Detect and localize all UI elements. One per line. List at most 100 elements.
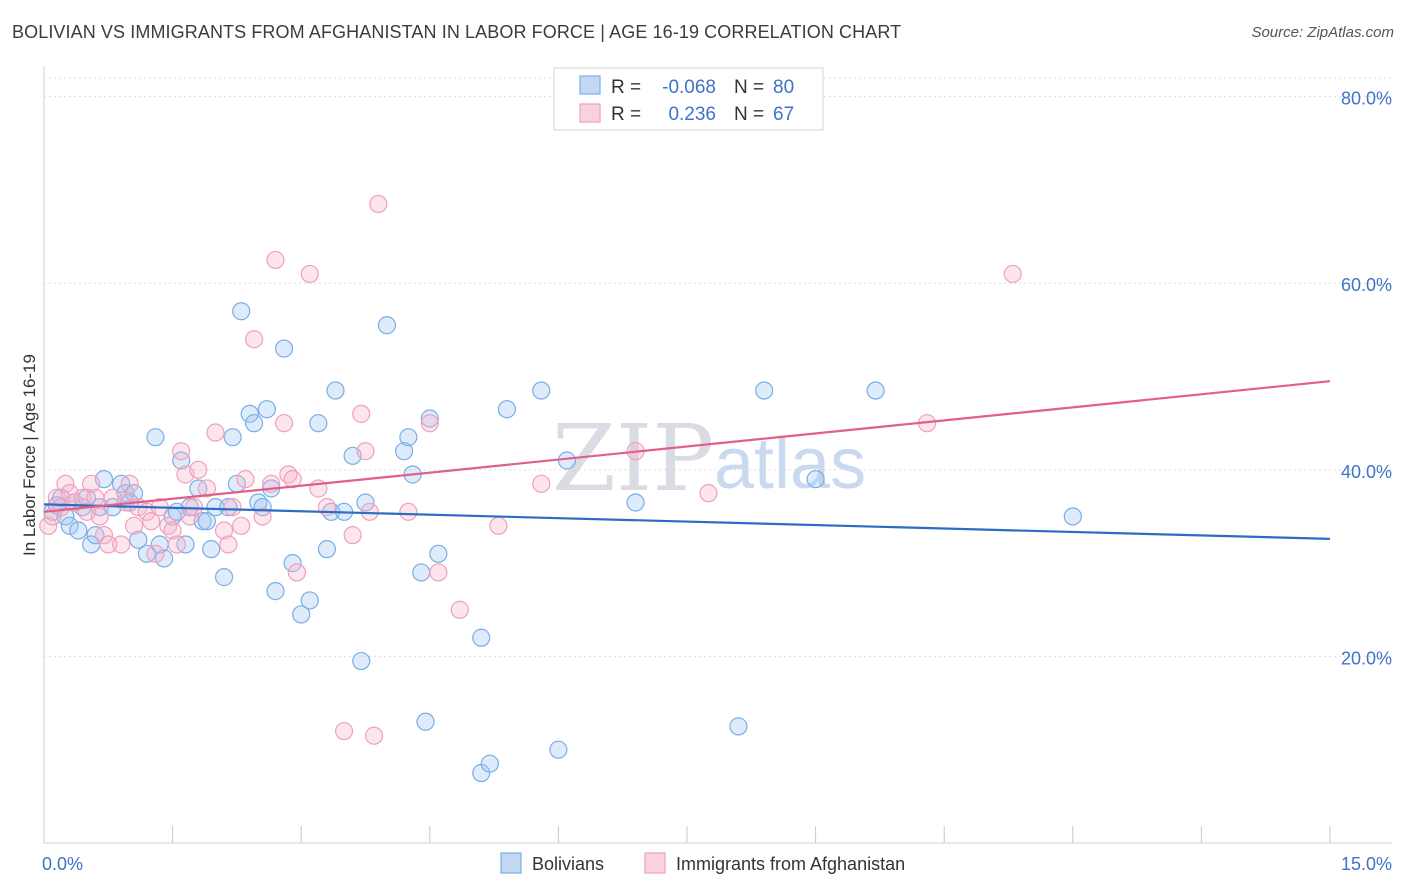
point-bolivians bbox=[154, 549, 174, 568]
point-afghanistan bbox=[266, 250, 285, 270]
point-afghanistan bbox=[489, 516, 508, 535]
point-afghanistan bbox=[253, 507, 272, 526]
point-afghanistan bbox=[343, 526, 362, 545]
point-bolivians bbox=[244, 414, 264, 433]
point-bolivians bbox=[416, 712, 435, 731]
point-bolivians bbox=[806, 470, 825, 489]
point-bolivians bbox=[866, 381, 885, 400]
point-bolivians bbox=[549, 740, 568, 759]
point-afghanistan bbox=[244, 330, 264, 349]
legend-r-value-1: -0.068 bbox=[662, 77, 716, 98]
point-afghanistan bbox=[364, 726, 384, 745]
point-afghanistan bbox=[167, 535, 186, 554]
point-bolivians bbox=[309, 414, 328, 433]
point-afghanistan bbox=[360, 502, 379, 521]
legend-swatch-afghanistan bbox=[579, 103, 601, 123]
y-tick-label: 60.0% bbox=[1341, 275, 1392, 295]
point-afghanistan bbox=[99, 535, 118, 554]
point-afghanistan bbox=[90, 507, 109, 526]
legend-n-value-2: 67 bbox=[773, 104, 794, 125]
point-afghanistan bbox=[699, 484, 718, 503]
point-afghanistan bbox=[399, 502, 418, 521]
gridlines bbox=[44, 77, 1392, 657]
chart-title: BOLIVIAN VS IMMIGRANTS FROM AFGHANISTAN … bbox=[12, 22, 902, 42]
point-bolivians bbox=[420, 409, 439, 428]
point-bolivians bbox=[1063, 507, 1082, 526]
legend-n-label-2: N = bbox=[734, 104, 764, 125]
x-tick-labels: 0.0% 15.0% bbox=[42, 854, 1392, 874]
point-afghanistan bbox=[232, 516, 251, 535]
legend-r-label-2: R = bbox=[611, 104, 641, 125]
point-bolivians bbox=[412, 563, 431, 582]
point-afghanistan bbox=[94, 526, 114, 545]
point-afghanistan bbox=[223, 498, 242, 517]
point-bolivians bbox=[557, 451, 577, 470]
point-bolivians bbox=[274, 339, 294, 358]
x-tick-label: 15.0% bbox=[1341, 854, 1392, 874]
trend-lines bbox=[43, 380, 1331, 540]
point-bolivians bbox=[257, 400, 277, 419]
point-bolivians bbox=[532, 381, 551, 400]
legend-n-value-1: 80 bbox=[773, 77, 794, 98]
point-afghanistan bbox=[352, 404, 371, 423]
bottom-legend-swatch-afghanistan bbox=[644, 852, 666, 874]
point-afghanistan bbox=[124, 516, 144, 535]
trend-line-afghanistan bbox=[43, 380, 1331, 513]
point-bolivians bbox=[56, 507, 75, 526]
point-afghanistan bbox=[356, 442, 375, 461]
y-tick-label: 80.0% bbox=[1341, 89, 1392, 109]
legend-bottom: Bolivians Immigrants from Afghanistan bbox=[500, 852, 905, 874]
point-bolivians bbox=[729, 717, 748, 736]
point-bolivians bbox=[399, 428, 418, 447]
point-afghanistan bbox=[1003, 264, 1022, 284]
point-afghanistan bbox=[120, 474, 139, 493]
point-bolivians bbox=[300, 591, 319, 610]
legend-n-label-1: N = bbox=[734, 77, 764, 98]
point-afghanistan bbox=[369, 194, 388, 214]
point-bolivians bbox=[172, 451, 191, 470]
point-bolivians bbox=[394, 442, 414, 461]
axes bbox=[43, 66, 1392, 844]
point-bolivians bbox=[429, 544, 448, 563]
point-afghanistan bbox=[300, 264, 319, 284]
point-bolivians bbox=[472, 628, 491, 647]
point-afghanistan bbox=[112, 535, 131, 554]
point-bolivians bbox=[326, 381, 345, 400]
y-tick-label: 40.0% bbox=[1341, 462, 1392, 482]
point-afghanistan bbox=[429, 563, 448, 582]
legend-swatch-bolivians bbox=[579, 75, 601, 95]
point-bolivians bbox=[219, 498, 238, 517]
point-bolivians bbox=[283, 554, 302, 573]
point-afghanistan bbox=[64, 493, 84, 512]
point-bolivians bbox=[223, 428, 242, 447]
point-afghanistan bbox=[146, 544, 165, 563]
y-tick-label: 20.0% bbox=[1341, 648, 1392, 668]
point-bolivians bbox=[202, 540, 221, 559]
point-afghanistan bbox=[532, 474, 551, 493]
point-afghanistan bbox=[236, 470, 255, 489]
point-afghanistan bbox=[82, 474, 101, 493]
point-afghanistan bbox=[274, 414, 294, 433]
point-afghanistan bbox=[206, 423, 225, 442]
point-afghanistan bbox=[142, 512, 161, 531]
bottom-legend-label-bolivians: Bolivians bbox=[532, 854, 604, 874]
point-afghanistan bbox=[197, 479, 216, 498]
point-afghanistan bbox=[420, 414, 439, 433]
point-afghanistan bbox=[450, 600, 469, 619]
point-bolivians bbox=[317, 540, 337, 559]
point-afghanistan bbox=[86, 488, 105, 507]
point-bolivians bbox=[356, 493, 375, 512]
bottom-legend-swatch-bolivians bbox=[500, 852, 522, 874]
point-bolivians bbox=[146, 428, 165, 447]
bottom-legend-label-afghanistan: Immigrants from Afghanistan bbox=[676, 854, 905, 874]
point-afghanistan bbox=[214, 521, 234, 540]
point-bolivians bbox=[755, 381, 774, 400]
point-bolivians bbox=[240, 404, 259, 423]
source-label: Source: ZipAtlas.com bbox=[1251, 24, 1394, 41]
point-bolivians bbox=[60, 516, 79, 535]
point-bolivians bbox=[626, 493, 645, 512]
point-afghanistan bbox=[163, 521, 182, 540]
point-bolivians bbox=[480, 754, 499, 773]
point-bolivians bbox=[232, 302, 251, 321]
